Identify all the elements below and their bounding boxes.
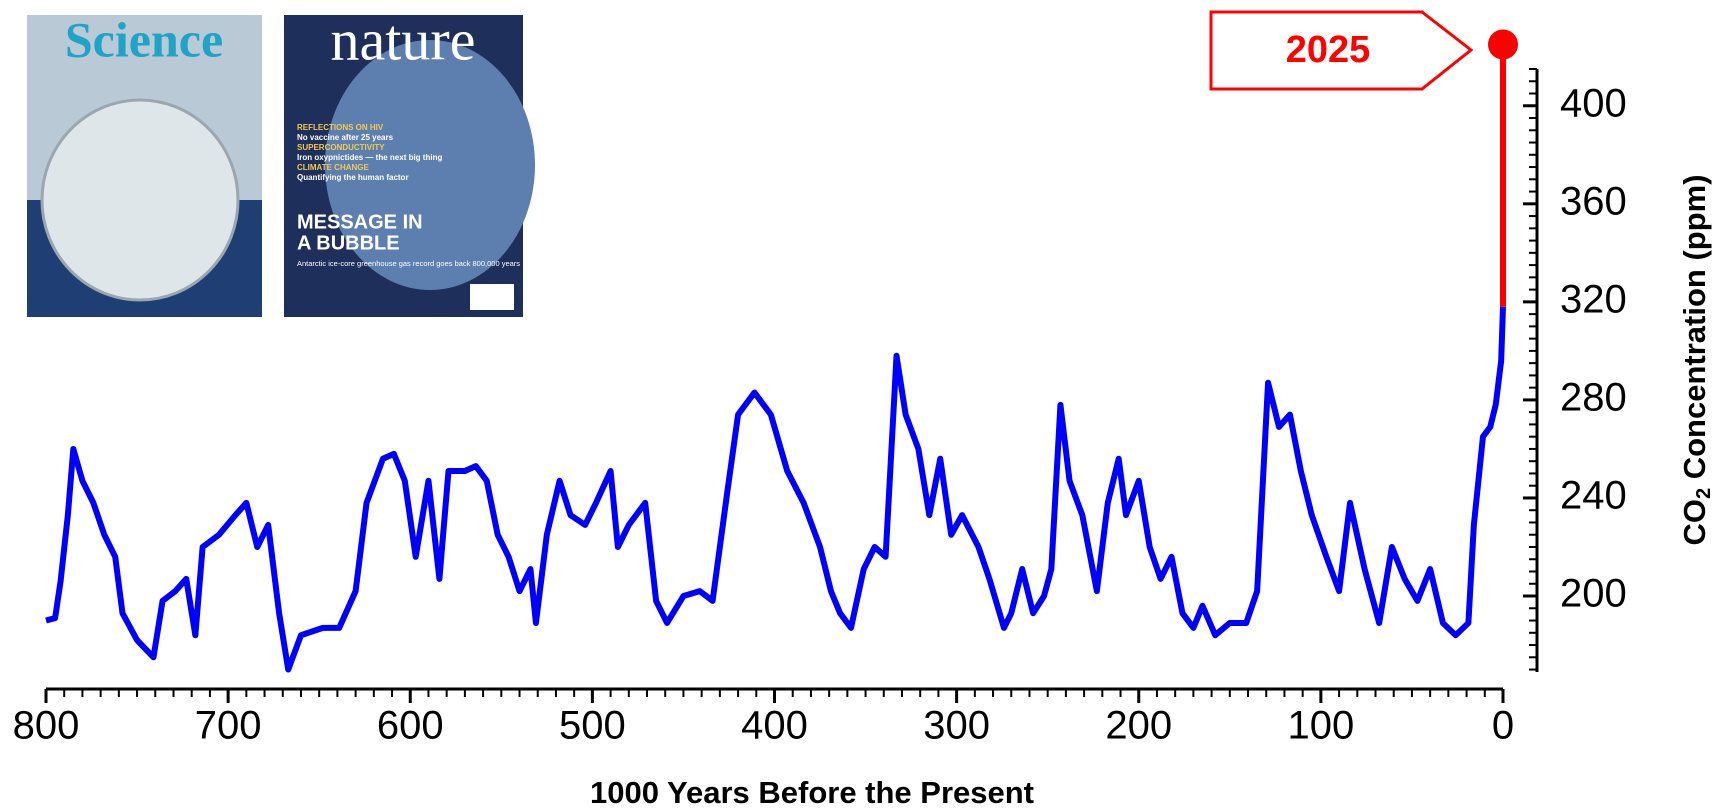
x-tick-label: 600 [377,704,444,748]
cover-line: REFLECTIONS ON HIV [297,123,384,132]
y-tick-label: 320 [1560,277,1627,321]
end-point [1488,29,1518,60]
data-line [45,306,1506,673]
x-tick-label: 200 [1105,704,1172,748]
y-title-subscript: 2 [1693,488,1715,499]
x-tick-label: 700 [195,704,262,748]
x-tick-label: 400 [741,704,808,748]
annotation-box [1209,10,1474,91]
y-tick-label: 200 [1560,572,1627,616]
cover-subhead: Antarctic ice-core greenhouse gas record… [297,259,520,268]
x-tick-label: 0 [1492,704,1514,748]
cover-title: Science [65,11,223,67]
cover-line: Iron oxypnictides — the next big thing [297,153,442,162]
x-tick-label: 500 [559,704,626,748]
cover-line: CLIMATE CHANGE [297,163,370,172]
y-title-part: CO [1677,499,1712,546]
cover-line: Quantifying the human factor [297,173,409,182]
annotation: 2025 [1286,29,1371,71]
barcode [470,284,514,310]
science-cover: Science [27,11,262,317]
x-tick-label: 100 [1288,704,1355,748]
y-tick-label: 280 [1560,375,1627,419]
y-tick-label: 240 [1560,474,1627,518]
cover-line: SUPERCONDUCTIVITY [297,143,385,152]
y-axis-title: CO2 Concentration (ppm) [1677,174,1715,545]
ice-core [40,98,240,302]
x-tick-label: 800 [13,704,80,748]
cover-headline: A BUBBLE [297,232,400,254]
cover-headline: MESSAGE IN [297,211,423,233]
y-tick-label: 360 [1560,179,1627,223]
cover-line: No vaccine after 25 years [297,133,394,142]
y-tick-label: 400 [1560,81,1627,125]
y-title-part: Concentration (ppm) [1677,174,1712,487]
x-axis-title: 1000 Years Before the Present [590,775,1034,810]
x-tick-label: 300 [923,704,990,748]
cover-title: nature [331,7,476,72]
bubble-image [325,40,535,290]
